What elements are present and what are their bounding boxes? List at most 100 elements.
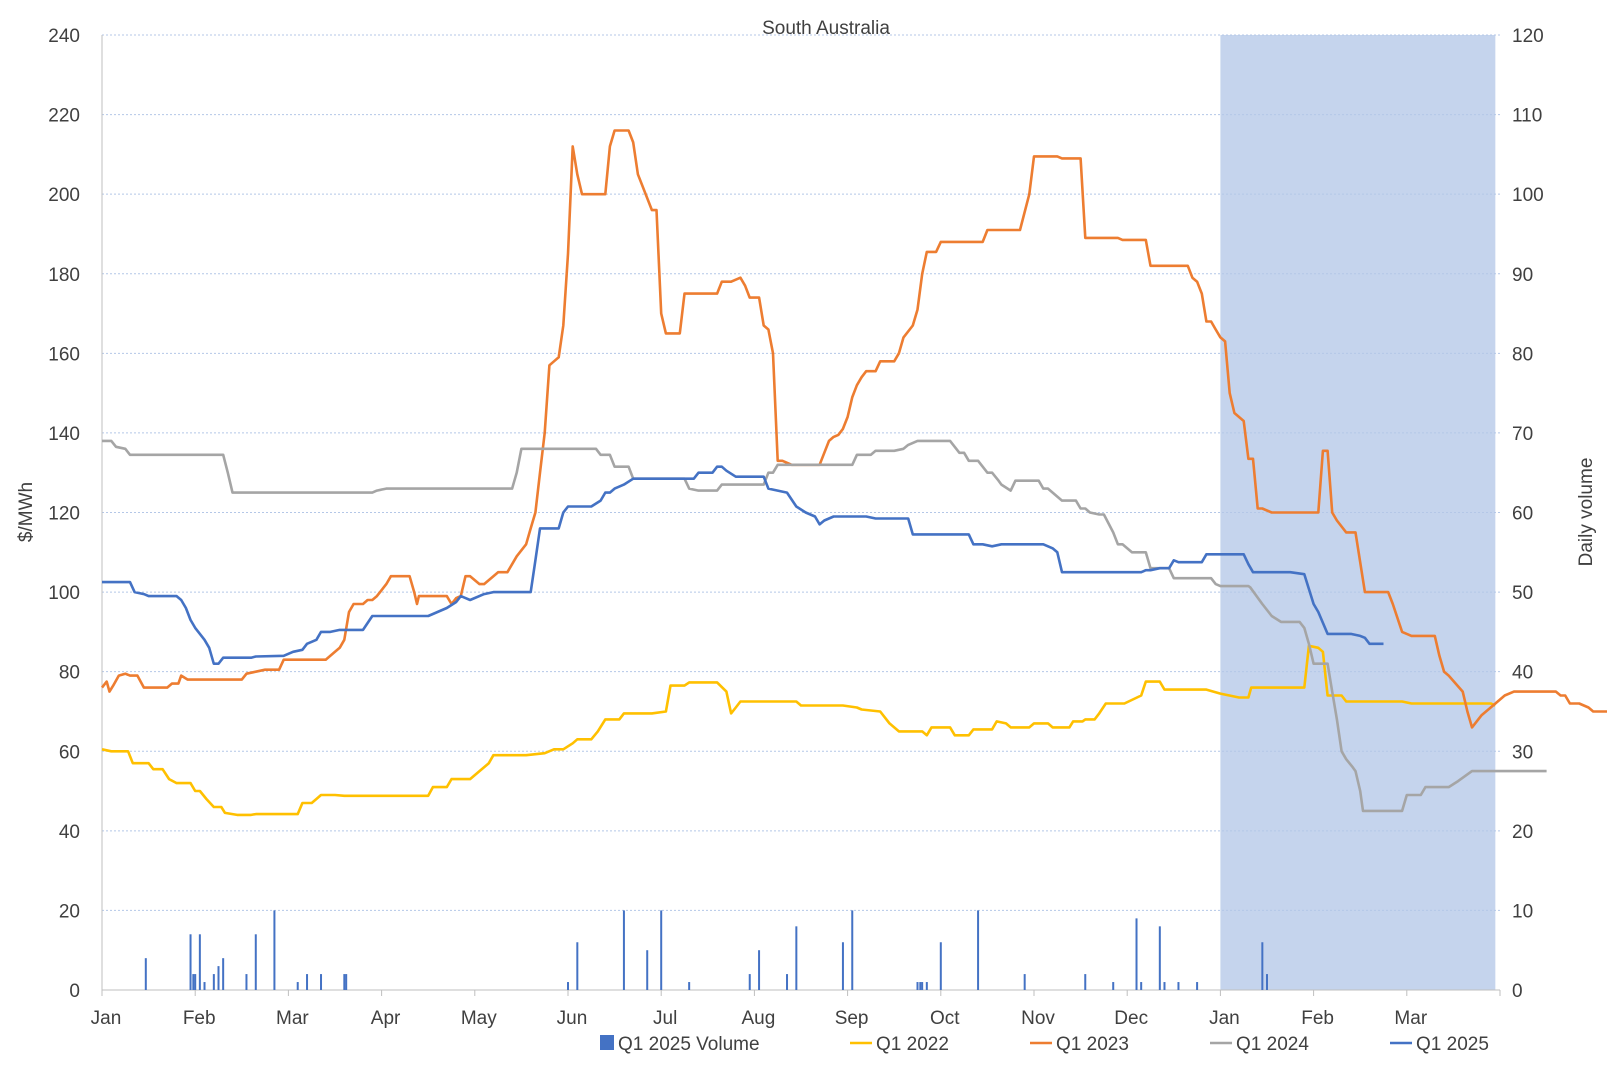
x-tick-label: May [461, 1008, 497, 1029]
volume-bar [203, 982, 206, 990]
right-axis-ticks: 0 10 20 30 40 50 60 70 80 90 100 110 120 [1512, 26, 1544, 1002]
volume-bar [222, 958, 225, 990]
volume-bar [1158, 926, 1161, 990]
volume-bar [217, 966, 220, 990]
chart-title: South Australia [762, 18, 890, 39]
x-tick-label: Mar [276, 1008, 309, 1029]
volume-bar [660, 910, 663, 990]
y-tick-label: 240 [48, 26, 80, 47]
y-tick-label: 60 [59, 742, 80, 763]
volume-bar [245, 974, 248, 990]
y-tick-label: 40 [59, 822, 80, 843]
volume-bar [189, 934, 192, 990]
y2-tick-label: 70 [1512, 424, 1533, 445]
x-tick-label: Jan [1209, 1008, 1240, 1029]
y2-tick-label: 110 [1512, 106, 1542, 127]
x-tick-label: Aug [741, 1008, 775, 1029]
y-tick-label: 0 [69, 981, 80, 1002]
volume-bar [921, 982, 924, 990]
volume-bar [320, 974, 323, 990]
y2-axis-title: Daily volume [1576, 458, 1597, 567]
volume-bar [296, 982, 299, 990]
volume-bar [1163, 982, 1166, 990]
volume-bar [748, 974, 751, 990]
legend-label: Q1 2024 [1236, 1034, 1309, 1055]
volume-bar [1140, 982, 1143, 990]
series-line-q1-2022 [101, 644, 1496, 817]
y-tick-label: 120 [48, 504, 80, 525]
y-tick-label: 220 [48, 106, 80, 127]
series-lines [100, 129, 1607, 817]
y-tick-label: 100 [48, 583, 80, 604]
y2-tick-label: 0 [1512, 981, 1523, 1002]
x-axis-ticks: Jan Feb Mar Apr May Jun Jul Aug Sep Oct Nov Dec Jan F… [91, 990, 1501, 1029]
y2-tick-label: 80 [1512, 344, 1533, 365]
y2-tick-label: 50 [1512, 583, 1533, 604]
x-tick-label: Apr [371, 1008, 401, 1029]
x-tick-label: Feb [183, 1008, 216, 1029]
series-line-q1-2025 [102, 465, 1384, 666]
x-tick-label: Jul [653, 1008, 677, 1029]
x-tick-label: Oct [930, 1008, 960, 1029]
y2-tick-label: 120 [1512, 26, 1544, 47]
series-line-q1-2023 [100, 129, 1607, 729]
y2-tick-label: 60 [1512, 504, 1533, 525]
y2-tick-label: 30 [1512, 742, 1533, 763]
x-tick-label: Sep [835, 1008, 869, 1029]
y2-tick-label: 90 [1512, 265, 1533, 286]
x-tick-label: Jun [557, 1008, 588, 1029]
volume-bar [919, 982, 922, 990]
y2-tick-label: 10 [1512, 901, 1533, 922]
y2-tick-label: 100 [1512, 185, 1544, 206]
volume-bar [192, 974, 195, 990]
volume-bar [1177, 982, 1180, 990]
x-tick-label: Jan [91, 1008, 122, 1029]
x-tick-label: Mar [1394, 1008, 1427, 1029]
y-tick-label: 160 [48, 344, 80, 365]
volume-bar [212, 974, 215, 990]
volume-bar [144, 958, 147, 990]
volume-bar [345, 974, 348, 990]
x-tick-label: Nov [1021, 1008, 1055, 1029]
volume-bar [273, 910, 276, 990]
x-tick-label: Feb [1301, 1008, 1334, 1029]
volume-bar [758, 950, 761, 990]
volume-bar [622, 910, 625, 990]
volume-bar [254, 934, 257, 990]
volume-bar [1023, 974, 1026, 990]
volume-bar [576, 942, 579, 990]
y-axis-title: $/MWh [16, 482, 37, 542]
legend: Q1 2025 Volume Q1 2022 Q1 2023 Q1 2024 Q1 20… [600, 1034, 1489, 1055]
x-tick-label: Dec [1114, 1008, 1148, 1029]
volume-bar [786, 974, 789, 990]
volume-bar [306, 974, 309, 990]
volume-bar [925, 982, 928, 990]
y-tick-label: 200 [48, 185, 80, 206]
volume-bar [1084, 974, 1087, 990]
volume-bar [194, 974, 197, 990]
volume-bar [1196, 982, 1199, 990]
volume-bar [567, 982, 569, 990]
series-line-q1-2024 [102, 439, 1547, 813]
volume-bar [646, 950, 649, 990]
volume-bar [1261, 942, 1264, 990]
legend-label: Q1 2025 Volume [618, 1034, 760, 1055]
y-tick-label: 140 [48, 424, 80, 445]
left-axis-ticks: 0 20 40 60 80 100 120 140 160 180 200 220 240 [48, 26, 80, 1002]
volume-bar [1112, 982, 1115, 990]
volume-bar [1135, 918, 1138, 990]
legend-swatch [600, 1035, 614, 1050]
volume-bar [198, 934, 201, 990]
y-tick-label: 80 [59, 663, 80, 684]
legend-label: Q1 2023 [1056, 1034, 1129, 1055]
y-tick-label: 20 [59, 901, 80, 922]
volume-bar [343, 974, 346, 990]
volume-bar [688, 982, 691, 990]
volume-bar [977, 910, 980, 990]
y-tick-label: 180 [48, 265, 80, 286]
legend-label: Q1 2025 [1416, 1034, 1489, 1055]
volume-bar [1266, 974, 1268, 990]
volume-bar [851, 910, 854, 990]
y2-tick-label: 40 [1512, 663, 1533, 684]
